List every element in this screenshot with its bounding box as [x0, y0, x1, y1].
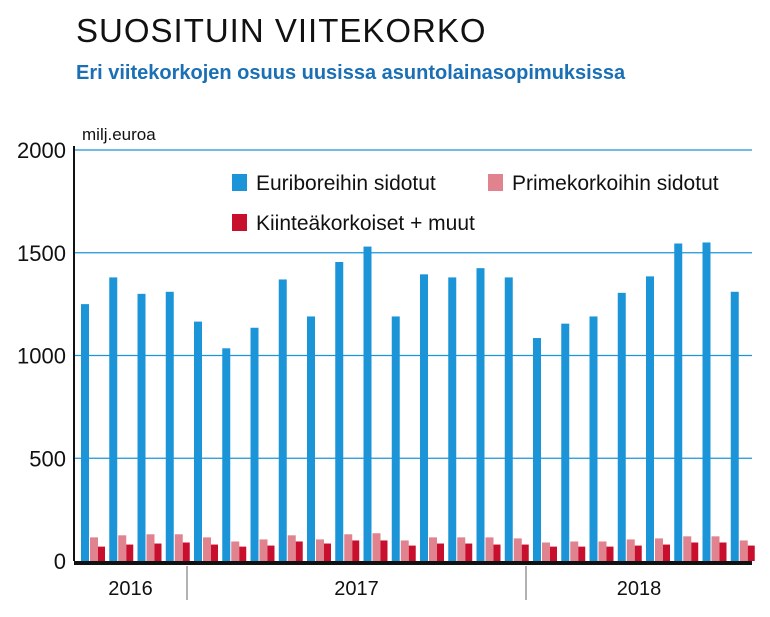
x-axis-line	[74, 561, 752, 565]
bars	[81, 242, 755, 561]
bar-fixed	[352, 540, 360, 561]
bar-prime	[316, 539, 324, 561]
bar-fixed	[380, 540, 388, 561]
bar-fixed	[691, 542, 699, 561]
bar-euribor	[702, 242, 711, 561]
bar-euribor	[617, 292, 626, 561]
chart-title: SUOSITUIN VIITEKORKO	[76, 12, 487, 49]
x-axis: 2016 2017 2018	[74, 561, 752, 600]
bar-prime	[90, 537, 98, 561]
bar-fixed	[295, 541, 303, 561]
bar-prime	[542, 542, 550, 561]
bar-prime	[118, 535, 127, 561]
bar-prime	[344, 534, 353, 561]
bar-prime	[598, 541, 607, 561]
bar-euribor	[476, 268, 485, 561]
y-axis: 0 500 1000 1500 2000	[17, 138, 75, 574]
bar-euribor	[109, 277, 118, 561]
bar-fixed	[437, 543, 444, 561]
bar-fixed	[239, 546, 247, 561]
y-axis-unit-label: milj.euroa	[82, 125, 156, 144]
bar-euribor	[307, 316, 315, 561]
bar-prime	[570, 541, 579, 561]
bar-prime	[711, 536, 720, 561]
bar-prime	[203, 537, 211, 561]
y-tick-label: 2000	[17, 138, 66, 163]
bar-fixed	[521, 544, 529, 561]
bar-prime	[739, 540, 748, 561]
legend-label-fixed: Kiinteäkorkoiset + muut	[256, 212, 475, 235]
bar-fixed	[634, 545, 642, 561]
bar-fixed	[550, 546, 557, 561]
y-tick-label: 1500	[17, 241, 66, 266]
bar-fixed	[606, 546, 614, 561]
bar-fixed	[154, 543, 162, 561]
bar-euribor	[278, 279, 287, 561]
y-tick-label: 500	[29, 446, 66, 471]
bar-prime	[655, 538, 663, 561]
legend: Euriboreihin sidotut Primekorkoihin sidot…	[232, 172, 719, 235]
bar-prime	[231, 541, 240, 561]
bar-prime	[259, 539, 268, 561]
bar-prime	[174, 534, 183, 561]
bar-euribor	[420, 274, 428, 561]
gridlines	[74, 149, 752, 459]
bar-prime	[683, 536, 692, 561]
bar-fixed	[747, 545, 755, 561]
bar-fixed	[493, 544, 501, 561]
bar-euribor	[504, 277, 513, 561]
bar-euribor	[730, 291, 739, 561]
bar-euribor	[448, 277, 457, 561]
bar-euribor	[222, 348, 231, 561]
bar-euribor	[165, 291, 174, 561]
legend-swatch-prime	[488, 174, 503, 191]
x-year-label: 2018	[617, 578, 662, 600]
bar-prime	[372, 533, 381, 561]
bar-euribor	[137, 293, 146, 561]
bar-fixed	[182, 542, 190, 561]
y-tick-label: 0	[54, 549, 66, 574]
bar-euribor	[194, 321, 202, 561]
y-tick-label: 1000	[17, 344, 66, 369]
bar-prime	[457, 537, 466, 561]
bar-euribor	[589, 316, 598, 561]
bar-fixed	[465, 543, 473, 561]
bar-euribor	[674, 243, 683, 561]
bar-prime	[429, 537, 437, 561]
chart-subtitle: Eri viitekorkojen osuus uusissa asuntola…	[76, 62, 626, 84]
legend-label-prime: Primekorkoihin sidotut	[512, 172, 719, 195]
bar-fixed	[719, 542, 727, 561]
bar-fixed	[408, 545, 416, 561]
bar-euribor	[391, 316, 400, 561]
bar-fixed	[663, 544, 670, 561]
x-year-label: 2017	[334, 578, 379, 600]
x-year-label: 2016	[108, 578, 153, 600]
bar-fixed	[211, 544, 218, 561]
legend-swatch-fixed	[232, 214, 247, 231]
legend-label-euribor: Euriboreihin sidotut	[256, 172, 436, 195]
bar-prime	[485, 537, 494, 561]
bar-fixed	[267, 545, 275, 561]
bar-fixed	[126, 544, 134, 561]
bar-fixed	[324, 543, 331, 561]
bar-prime	[146, 534, 155, 561]
bar-euribor	[561, 323, 570, 561]
bar-euribor	[646, 276, 654, 561]
bar-fixed	[578, 546, 586, 561]
bar-euribor	[250, 327, 259, 561]
bar-euribor	[81, 304, 89, 561]
bar-euribor	[363, 246, 372, 561]
bar-prime	[287, 535, 296, 561]
bar-prime	[513, 538, 522, 561]
legend-swatch-euribor	[232, 174, 247, 191]
bar-fixed	[98, 546, 105, 561]
bar-euribor	[335, 261, 344, 561]
bar-prime	[626, 539, 635, 561]
bar-prime	[400, 540, 409, 561]
bar-euribor	[533, 338, 541, 561]
